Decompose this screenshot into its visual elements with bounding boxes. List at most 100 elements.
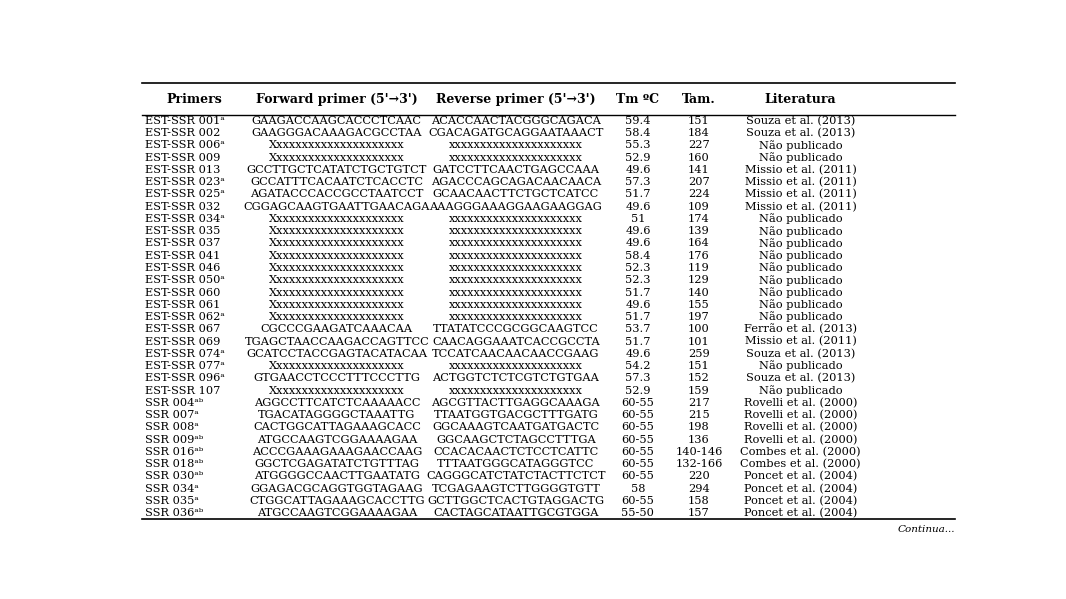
Text: EST-SSR 032: EST-SSR 032 xyxy=(145,202,221,211)
Text: CACTAGCATAATTGCGTGGA: CACTAGCATAATTGCGTGGA xyxy=(433,508,599,518)
Text: GGCAAGCTCTAGCCTTTGA: GGCAAGCTCTAGCCTTTGA xyxy=(436,435,596,444)
Text: Rovelli et al. (2000): Rovelli et al. (2000) xyxy=(744,422,857,432)
Text: 51: 51 xyxy=(631,214,645,224)
Text: SSR 030ᵃᵇ: SSR 030ᵃᵇ xyxy=(145,471,204,482)
Text: 49.6: 49.6 xyxy=(625,226,650,236)
Text: Xxxxxxxxxxxxxxxxxxxxx: Xxxxxxxxxxxxxxxxxxxxx xyxy=(269,276,405,285)
Text: 51.7: 51.7 xyxy=(625,337,650,347)
Text: SSR 018ᵃᵇ: SSR 018ᵃᵇ xyxy=(145,459,204,469)
Text: 49.6: 49.6 xyxy=(625,202,650,211)
Text: CGCCCGAAGATCAAACAA: CGCCCGAAGATCAAACAA xyxy=(261,324,413,334)
Text: 140-146: 140-146 xyxy=(675,447,723,457)
Text: 60-55: 60-55 xyxy=(621,435,655,444)
Text: 224: 224 xyxy=(688,189,710,199)
Text: SSR 016ᵃᵇ: SSR 016ᵃᵇ xyxy=(145,447,204,457)
Text: TTTAATGGGCATAGGGTCC: TTTAATGGGCATAGGGTCC xyxy=(437,459,595,469)
Text: 220: 220 xyxy=(688,471,710,482)
Text: 58: 58 xyxy=(631,483,645,494)
Text: 60-55: 60-55 xyxy=(621,422,655,432)
Text: Primers: Primers xyxy=(166,93,223,105)
Text: Reverse primer (5'→3'): Reverse primer (5'→3') xyxy=(436,93,596,105)
Text: GCTTGGCTCACTGTAGGACTG: GCTTGGCTCACTGTAGGACTG xyxy=(427,496,604,506)
Text: Ferrão et al. (2013): Ferrão et al. (2013) xyxy=(744,324,857,335)
Text: xxxxxxxxxxxxxxxxxxxxx: xxxxxxxxxxxxxxxxxxxxx xyxy=(449,226,583,236)
Text: ACACCAACTACGGGCAGACA: ACACCAACTACGGGCAGACA xyxy=(431,116,601,126)
Text: GCATCCTACCGAGTACATACAA: GCATCCTACCGAGTACATACAA xyxy=(246,349,427,359)
Text: EST-SSR 025ᵃ: EST-SSR 025ᵃ xyxy=(145,189,225,199)
Text: 155: 155 xyxy=(688,300,710,310)
Text: Forward primer (5'→3'): Forward primer (5'→3') xyxy=(256,93,418,105)
Text: Tm ºC: Tm ºC xyxy=(616,93,660,105)
Text: 158: 158 xyxy=(688,496,710,506)
Text: AGGCCTTCATCTCAAAAACC: AGGCCTTCATCTCAAAAACC xyxy=(254,398,420,408)
Text: 141: 141 xyxy=(688,165,710,175)
Text: EST-SSR 060: EST-SSR 060 xyxy=(145,288,221,298)
Text: Xxxxxxxxxxxxxxxxxxxxx: Xxxxxxxxxxxxxxxxxxxxx xyxy=(269,361,405,371)
Text: 160: 160 xyxy=(688,153,710,163)
Text: 55.3: 55.3 xyxy=(625,140,650,150)
Text: 101: 101 xyxy=(688,337,710,347)
Text: Missio et al. (2011): Missio et al. (2011) xyxy=(745,201,857,212)
Text: EST-SSR 037: EST-SSR 037 xyxy=(145,238,221,249)
Text: TCGAGAAGTCTTGGGGTGTT: TCGAGAAGTCTTGGGGTGTT xyxy=(432,483,600,494)
Text: SSR 004ᵃᵇ: SSR 004ᵃᵇ xyxy=(145,398,204,408)
Text: 51.7: 51.7 xyxy=(625,312,650,322)
Text: xxxxxxxxxxxxxxxxxxxxx: xxxxxxxxxxxxxxxxxxxxx xyxy=(449,300,583,310)
Text: CAGGGCATCTATCTACTTCTCT: CAGGGCATCTATCTACTTCTCT xyxy=(426,471,605,482)
Text: EST-SSR 013: EST-SSR 013 xyxy=(145,165,221,175)
Text: Xxxxxxxxxxxxxxxxxxxxx: Xxxxxxxxxxxxxxxxxxxxx xyxy=(269,140,405,150)
Text: ATGCCAAGTCGGAAAAGAA: ATGCCAAGTCGGAAAAGAA xyxy=(257,508,417,518)
Text: GGCAAAGTCAATGATGACTC: GGCAAAGTCAATGATGACTC xyxy=(433,422,599,432)
Text: xxxxxxxxxxxxxxxxxxxxx: xxxxxxxxxxxxxxxxxxxxx xyxy=(449,386,583,395)
Text: Missio et al. (2011): Missio et al. (2011) xyxy=(745,337,857,347)
Text: CTGGCATTAGAAAGCACCTTG: CTGGCATTAGAAAGCACCTTG xyxy=(249,496,424,506)
Text: GGCTCGAGATATCTGTTTAG: GGCTCGAGATATCTGTTTAG xyxy=(255,459,419,469)
Text: ATGCCAAGTCGGAAAAGAA: ATGCCAAGTCGGAAAAGAA xyxy=(257,435,417,444)
Text: Souza et al. (2013): Souza et al. (2013) xyxy=(746,116,855,126)
Text: 57.3: 57.3 xyxy=(625,373,650,383)
Text: Não publicado: Não publicado xyxy=(759,140,842,151)
Text: Xxxxxxxxxxxxxxxxxxxxx: Xxxxxxxxxxxxxxxxxxxxx xyxy=(269,214,405,224)
Text: Combes et al. (2000): Combes et al. (2000) xyxy=(741,447,861,457)
Text: Não publicado: Não publicado xyxy=(759,300,842,310)
Text: Poncet et al. (2004): Poncet et al. (2004) xyxy=(744,508,857,518)
Text: 52.9: 52.9 xyxy=(625,386,650,395)
Text: Não publicado: Não publicado xyxy=(759,226,842,237)
Text: 176: 176 xyxy=(688,251,710,261)
Text: 51.7: 51.7 xyxy=(625,189,650,199)
Text: EST-SSR 046: EST-SSR 046 xyxy=(145,263,221,273)
Text: SSR 009ᵃᵇ: SSR 009ᵃᵇ xyxy=(145,435,204,444)
Text: Literatura: Literatura xyxy=(764,93,837,105)
Text: ATGGGGCCAACTTGAATATG: ATGGGGCCAACTTGAATATG xyxy=(254,471,420,482)
Text: xxxxxxxxxxxxxxxxxxxxx: xxxxxxxxxxxxxxxxxxxxx xyxy=(449,276,583,285)
Text: Xxxxxxxxxxxxxxxxxxxxx: Xxxxxxxxxxxxxxxxxxxxx xyxy=(269,226,405,236)
Text: Não publicado: Não publicado xyxy=(759,152,842,163)
Text: 49.6: 49.6 xyxy=(625,238,650,249)
Text: 54.2: 54.2 xyxy=(625,361,650,371)
Text: Não publicado: Não publicado xyxy=(759,238,842,249)
Text: Xxxxxxxxxxxxxxxxxxxxx: Xxxxxxxxxxxxxxxxxxxxx xyxy=(269,386,405,395)
Text: Não publicado: Não publicado xyxy=(759,213,842,225)
Text: EST-SSR 006ᵃ: EST-SSR 006ᵃ xyxy=(145,140,225,150)
Text: xxxxxxxxxxxxxxxxxxxxx: xxxxxxxxxxxxxxxxxxxxx xyxy=(449,263,583,273)
Text: AGCGTTACTTGAGGCAAAGA: AGCGTTACTTGAGGCAAAGA xyxy=(432,398,600,408)
Text: SSR 008ᵃ: SSR 008ᵃ xyxy=(145,422,198,432)
Text: Não publicado: Não publicado xyxy=(759,287,842,298)
Text: xxxxxxxxxxxxxxxxxxxxx: xxxxxxxxxxxxxxxxxxxxx xyxy=(449,288,583,298)
Text: GAAGGGACAAAGACGCCTAA: GAAGGGACAAAGACGCCTAA xyxy=(252,128,422,138)
Text: TGAGCTAACCAAGACCAGTTCC: TGAGCTAACCAAGACCAGTTCC xyxy=(244,337,430,347)
Text: 217: 217 xyxy=(688,398,710,408)
Text: GCCTTGCTCATATCTGCTGTCT: GCCTTGCTCATATCTGCTGTCT xyxy=(246,165,427,175)
Text: GTGAACCTCCCTTTCCCTTG: GTGAACCTCCCTTTCCCTTG xyxy=(254,373,420,383)
Text: 52.3: 52.3 xyxy=(625,263,650,273)
Text: Poncet et al. (2004): Poncet et al. (2004) xyxy=(744,471,857,482)
Text: 55-50: 55-50 xyxy=(621,508,655,518)
Text: 57.3: 57.3 xyxy=(625,177,650,187)
Text: 60-55: 60-55 xyxy=(621,471,655,482)
Text: Não publicado: Não publicado xyxy=(759,361,842,371)
Text: TCCATCAACAACAACCGAAG: TCCATCAACAACAACCGAAG xyxy=(432,349,599,359)
Text: AGACCCAGCAGACAACAACA: AGACCCAGCAGACAACAACA xyxy=(431,177,601,187)
Text: EST-SSR 041: EST-SSR 041 xyxy=(145,251,221,261)
Text: AAAGGGAAAGGAAGAAGGAG: AAAGGGAAAGGAAGAAGGAG xyxy=(430,202,602,211)
Text: CACTGGCATTAGAAAGCACC: CACTGGCATTAGAAAGCACC xyxy=(253,422,421,432)
